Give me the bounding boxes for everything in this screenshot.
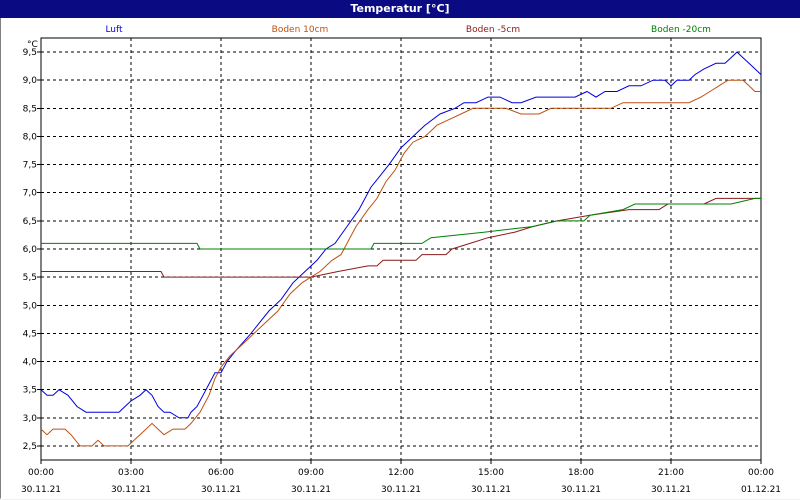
series-line-luft (40, 51, 762, 419)
legend-entry: Boden 10cm (272, 25, 329, 35)
x-tick-time-label: 09:00 (298, 468, 324, 478)
y-tick-label: 5,0 (23, 301, 38, 311)
x-tick-time-label: 00:00 (28, 468, 54, 478)
x-tick-date-label: 30.11.21 (471, 485, 511, 495)
x-tick-time-label: 21:00 (658, 468, 684, 478)
y-tick-label: 6,0 (23, 245, 38, 255)
x-tick-time-label: 03:00 (118, 468, 144, 478)
x-tick-date-label: 30.11.21 (561, 485, 601, 495)
legend-entry: Boden -5cm (466, 25, 520, 35)
y-axis-unit: °C (27, 40, 38, 50)
x-tick-time-label: 15:00 (478, 468, 504, 478)
plot-border (40, 37, 762, 461)
series-lines (40, 51, 762, 447)
x-tick-date-label: 01.12.21 (741, 485, 781, 495)
y-tick-label: 6,5 (23, 217, 37, 227)
chart-title: Temperatur [°C] (0, 0, 800, 18)
grid (41, 38, 761, 460)
x-tick-date-label: 30.11.21 (201, 485, 241, 495)
x-tick-time-label: 00:00 (748, 468, 774, 478)
series-line-boden-10cm (40, 79, 761, 447)
x-tick-date-label: 30.11.21 (381, 485, 421, 495)
x-tick-time-label: 18:00 (568, 468, 594, 478)
axes: 2,5 3,0 3,5 4,0 4,5 5,0 5,5 6,0 6,5 7,0 7,5 8,0 8,5 9… (21, 37, 781, 495)
y-tick-label: 5,5 (23, 273, 37, 283)
x-tick-date-label: 30.11.21 (651, 485, 691, 495)
y-tick-label: 4,0 (23, 358, 38, 368)
temperature-line-chart: 2,5 3,0 3,5 4,0 4,5 5,0 5,5 6,0 6,5 7,0 7,5 8,0 8,5 9… (1, 18, 799, 498)
legend-entry: Luft (105, 25, 123, 35)
plot-background (1, 18, 799, 498)
y-tick-label: 4,5 (23, 329, 37, 339)
y-tick-label: 3,5 (23, 386, 37, 396)
y-tick-label: 7,0 (23, 189, 38, 199)
x-tick-date-label: 30.11.21 (111, 485, 151, 495)
series-line-boden-20cm (41, 197, 761, 250)
y-tick-label: 8,5 (23, 104, 37, 114)
chart-frame: 2,5 3,0 3,5 4,0 4,5 5,0 5,5 6,0 6,5 7,0 7,5 8,0 8,5 9… (0, 18, 800, 499)
y-tick-label: 8,0 (23, 132, 38, 142)
x-tick-date-label: 30.11.21 (291, 485, 331, 495)
x-tick-time-label: 12:00 (388, 468, 414, 478)
legend-entry: Boden -20cm (651, 25, 711, 35)
y-tick-label: 9,0 (23, 76, 38, 86)
y-tick-label: 3,0 (23, 414, 38, 424)
y-tick-label: 7,5 (23, 161, 37, 171)
legend: Luft Boden 10cm Boden -5cm Boden -20cm (105, 25, 711, 35)
x-tick-date-label: 30.11.21 (21, 485, 61, 495)
x-tick-time-label: 06:00 (208, 468, 234, 478)
y-tick-label: 9,5 (23, 48, 37, 58)
y-tick-label: 2,5 (23, 442, 37, 452)
